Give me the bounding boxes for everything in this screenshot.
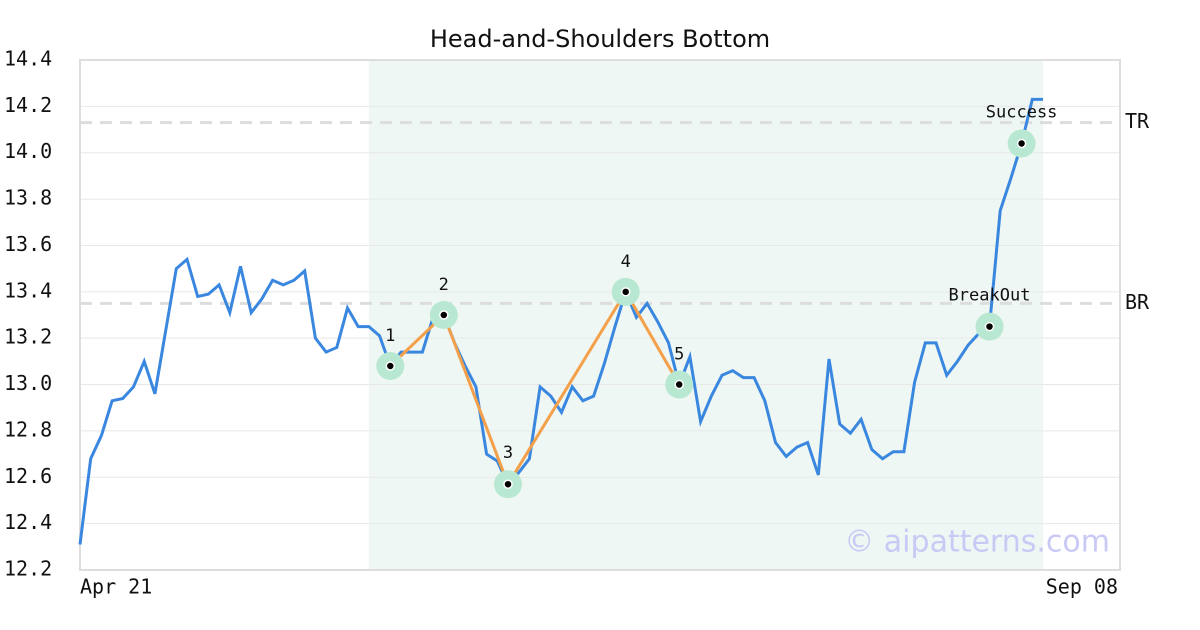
point-label: 5 bbox=[674, 345, 684, 365]
y-tick-label: 13.6 bbox=[4, 232, 52, 256]
x-tick-label: Apr 21 bbox=[80, 575, 152, 599]
y-tick-label: 14.0 bbox=[4, 139, 52, 163]
point-label: BreakOut bbox=[949, 286, 1031, 306]
point-dot bbox=[674, 379, 684, 390]
y-tick-label: 14.2 bbox=[4, 93, 52, 117]
x-tick-label: Sep 08 bbox=[1046, 575, 1118, 599]
y-tick-label: 13.4 bbox=[4, 278, 52, 302]
point-dot bbox=[439, 310, 449, 320]
level-label: BR bbox=[1125, 290, 1150, 314]
point-label: 1 bbox=[385, 326, 395, 346]
y-tick-label: 12.8 bbox=[4, 417, 52, 441]
point-label: 3 bbox=[503, 443, 513, 463]
y-tick-label: 13.8 bbox=[4, 186, 52, 210]
y-tick-label: 12.2 bbox=[4, 557, 52, 581]
level-label: TR bbox=[1125, 109, 1150, 133]
y-tick-label: 12.4 bbox=[4, 510, 52, 534]
y-tick-label: 14.4 bbox=[4, 47, 52, 71]
point-dot bbox=[984, 321, 995, 332]
point-dot bbox=[1016, 138, 1027, 149]
point-dot bbox=[385, 361, 396, 371]
y-tick-label: 13.2 bbox=[4, 325, 52, 349]
plot-frame bbox=[79, 59, 1121, 571]
pattern-region bbox=[368, 60, 1043, 570]
price-line bbox=[78, 97, 1043, 545]
point-label: Success bbox=[986, 102, 1058, 122]
y-tick-label: 13.0 bbox=[4, 371, 52, 395]
point-label: 2 bbox=[439, 275, 449, 295]
point-dot bbox=[620, 287, 631, 297]
point-label: 4 bbox=[621, 252, 631, 272]
point-dot bbox=[503, 479, 513, 489]
y-tick-label: 12.6 bbox=[4, 464, 52, 488]
chart-title: Head-and-Shoulders Bottom bbox=[430, 25, 770, 53]
watermark: © aipatterns.com bbox=[844, 525, 1110, 560]
